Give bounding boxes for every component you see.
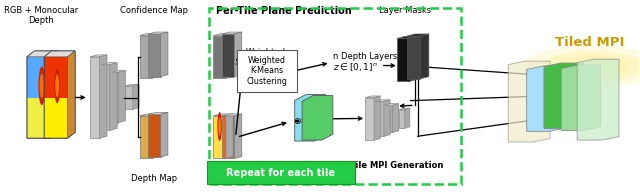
Polygon shape bbox=[112, 70, 125, 72]
Polygon shape bbox=[222, 114, 242, 116]
Ellipse shape bbox=[218, 117, 221, 136]
Polygon shape bbox=[125, 84, 139, 86]
Text: Depth Map: Depth Map bbox=[131, 174, 177, 183]
Polygon shape bbox=[214, 114, 233, 116]
Text: $\oplus$: $\oplus$ bbox=[292, 116, 301, 126]
Polygon shape bbox=[365, 96, 380, 98]
Polygon shape bbox=[399, 108, 410, 110]
Polygon shape bbox=[27, 51, 58, 57]
Ellipse shape bbox=[38, 66, 45, 105]
Polygon shape bbox=[406, 36, 420, 79]
Polygon shape bbox=[405, 108, 410, 128]
Polygon shape bbox=[161, 112, 168, 157]
Polygon shape bbox=[561, 65, 600, 130]
Polygon shape bbox=[508, 61, 550, 142]
FancyBboxPatch shape bbox=[207, 161, 355, 184]
Polygon shape bbox=[140, 34, 159, 35]
Text: RGB + Monocular
Depth: RGB + Monocular Depth bbox=[4, 5, 78, 25]
Polygon shape bbox=[410, 36, 419, 81]
Text: Confidence Map: Confidence Map bbox=[120, 5, 188, 15]
Polygon shape bbox=[90, 57, 100, 138]
Polygon shape bbox=[27, 51, 58, 138]
Polygon shape bbox=[112, 72, 118, 123]
Polygon shape bbox=[399, 110, 405, 128]
Polygon shape bbox=[44, 57, 68, 98]
Polygon shape bbox=[214, 34, 233, 35]
Text: Repeat for each tile: Repeat for each tile bbox=[227, 168, 335, 177]
Polygon shape bbox=[161, 32, 168, 77]
Polygon shape bbox=[392, 104, 399, 132]
Ellipse shape bbox=[218, 112, 222, 141]
Text: $z \in [0,1]^n$: $z \in [0,1]^n$ bbox=[333, 60, 378, 73]
Polygon shape bbox=[214, 116, 226, 159]
Polygon shape bbox=[90, 55, 107, 57]
Polygon shape bbox=[384, 104, 399, 105]
FancyBboxPatch shape bbox=[237, 50, 297, 92]
Polygon shape bbox=[148, 34, 161, 77]
Polygon shape bbox=[406, 34, 429, 36]
Ellipse shape bbox=[556, 56, 630, 77]
Polygon shape bbox=[577, 59, 619, 140]
Ellipse shape bbox=[541, 51, 640, 82]
Ellipse shape bbox=[40, 73, 44, 98]
Polygon shape bbox=[51, 51, 58, 138]
Polygon shape bbox=[397, 38, 410, 81]
Ellipse shape bbox=[55, 74, 59, 98]
Polygon shape bbox=[234, 114, 242, 159]
Polygon shape bbox=[374, 96, 380, 140]
Polygon shape bbox=[234, 32, 242, 77]
Text: Weighted
K-Means
Clustering: Weighted K-Means Clustering bbox=[246, 56, 287, 86]
Polygon shape bbox=[27, 98, 51, 138]
Polygon shape bbox=[365, 98, 374, 140]
Polygon shape bbox=[527, 66, 566, 131]
Polygon shape bbox=[44, 51, 75, 57]
Polygon shape bbox=[222, 32, 242, 34]
Polygon shape bbox=[140, 114, 159, 116]
Polygon shape bbox=[384, 100, 390, 136]
Polygon shape bbox=[110, 63, 117, 130]
Ellipse shape bbox=[522, 46, 640, 87]
Text: Per-Tile MPI Generation: Per-Tile MPI Generation bbox=[331, 161, 443, 170]
Polygon shape bbox=[226, 114, 233, 159]
Polygon shape bbox=[384, 105, 392, 132]
Polygon shape bbox=[148, 114, 161, 157]
Polygon shape bbox=[226, 34, 233, 78]
Circle shape bbox=[296, 121, 299, 122]
Polygon shape bbox=[27, 57, 51, 98]
Polygon shape bbox=[100, 55, 107, 138]
Polygon shape bbox=[222, 116, 234, 159]
Polygon shape bbox=[222, 34, 234, 77]
Polygon shape bbox=[102, 65, 110, 130]
Polygon shape bbox=[152, 34, 159, 78]
Polygon shape bbox=[133, 84, 139, 109]
Polygon shape bbox=[544, 63, 583, 129]
Text: Weighted
K-Means
Clustering: Weighted K-Means Clustering bbox=[244, 48, 287, 78]
Text: Per-Tile Plane Prediction: Per-Tile Plane Prediction bbox=[216, 5, 351, 16]
Text: Tiled MPI: Tiled MPI bbox=[556, 35, 625, 49]
Polygon shape bbox=[294, 95, 326, 141]
Polygon shape bbox=[148, 32, 168, 34]
Ellipse shape bbox=[54, 68, 60, 103]
Polygon shape bbox=[125, 86, 133, 109]
Polygon shape bbox=[152, 114, 159, 159]
Polygon shape bbox=[140, 116, 152, 159]
Text: Peeled RGBA Layers: Peeled RGBA Layers bbox=[273, 161, 354, 170]
Polygon shape bbox=[302, 96, 333, 140]
Polygon shape bbox=[44, 51, 75, 138]
Polygon shape bbox=[148, 112, 168, 114]
Polygon shape bbox=[420, 34, 429, 79]
Polygon shape bbox=[375, 101, 384, 136]
Polygon shape bbox=[118, 70, 125, 123]
Text: n Depth Layers: n Depth Layers bbox=[333, 52, 397, 61]
Polygon shape bbox=[375, 100, 390, 101]
Polygon shape bbox=[44, 98, 68, 138]
Polygon shape bbox=[140, 35, 152, 78]
Polygon shape bbox=[102, 63, 117, 65]
Polygon shape bbox=[68, 51, 75, 138]
Polygon shape bbox=[397, 36, 419, 38]
Text: Layer Masks: Layer Masks bbox=[380, 5, 431, 15]
Polygon shape bbox=[214, 35, 226, 78]
